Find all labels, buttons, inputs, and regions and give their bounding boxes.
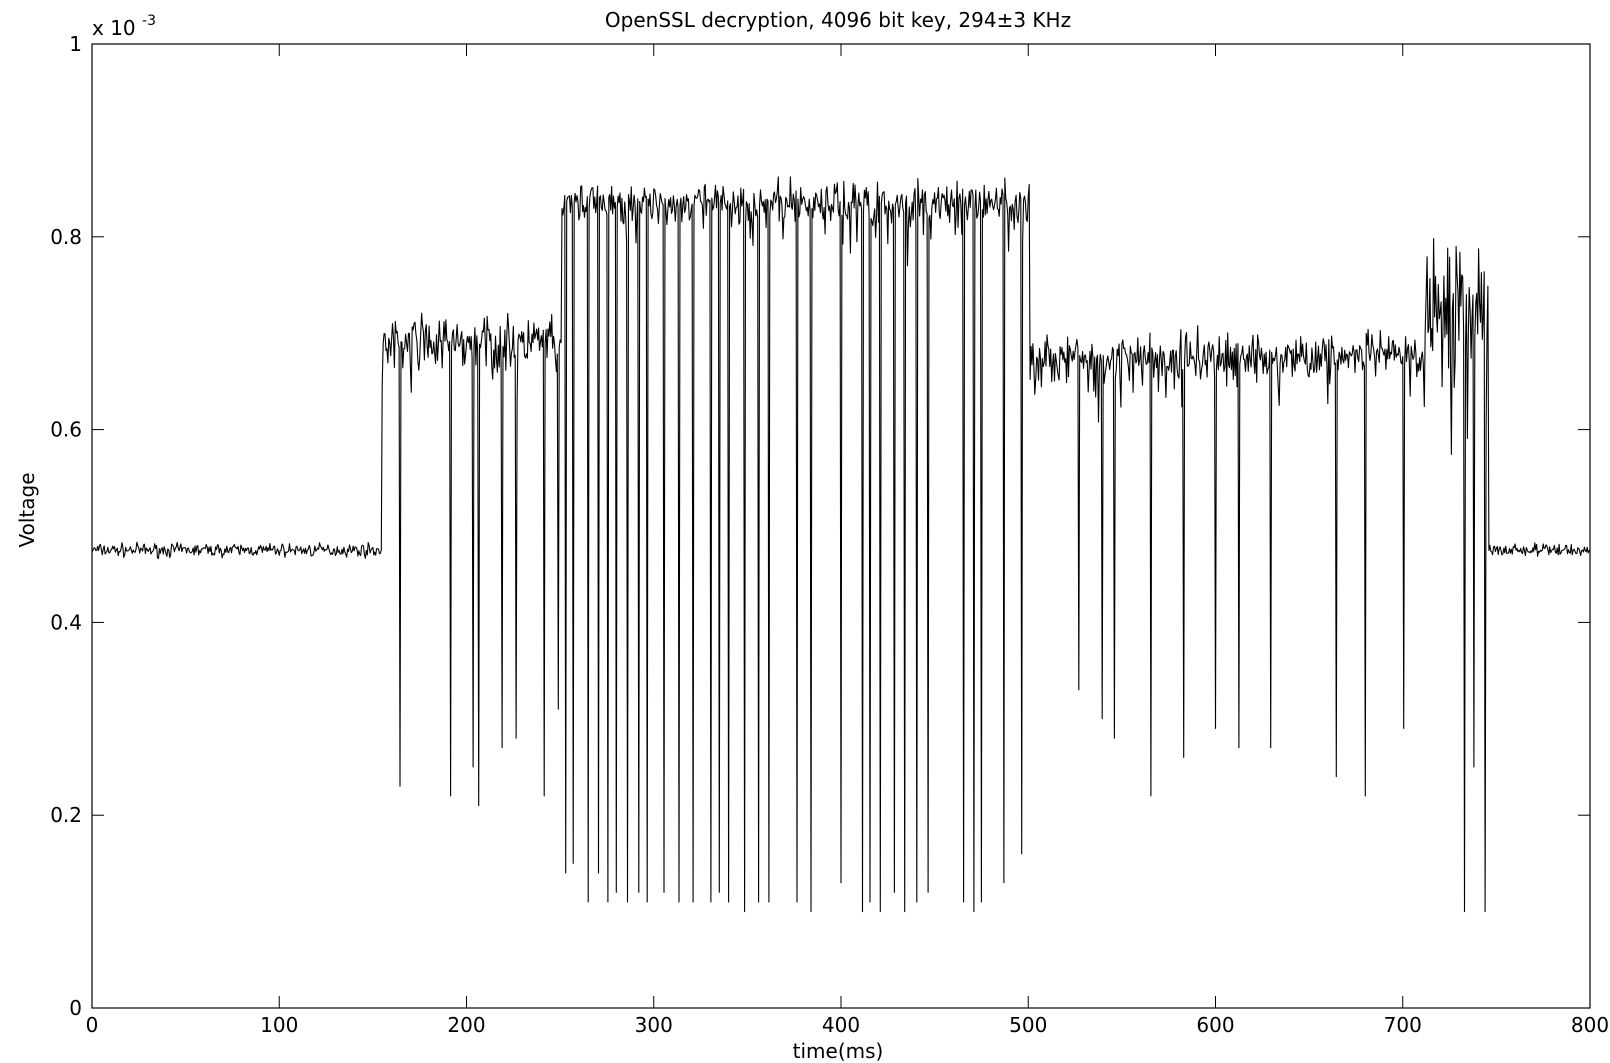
y-tick-label: 0.4 [50,610,82,634]
x-tick-label: 800 [1571,1013,1609,1037]
y-multiplier: x 10 -3 [92,13,156,40]
plot-frame [91,43,1591,1009]
x-tick-label: 100 [260,1013,298,1037]
y-multiplier-exponent: -3 [142,13,156,29]
series-line [91,176,1591,913]
x-tick-label: 500 [1009,1013,1047,1037]
chart-title: OpenSSL decryption, 4096 bit key, 294±3 … [605,8,1071,32]
x-tick-label: 400 [822,1013,860,1037]
series-layer [91,176,1591,913]
x-tick-label: 0 [86,1013,99,1037]
y-tick-label: 0.2 [50,803,82,827]
x-tick-label: 600 [1196,1013,1234,1037]
y-tick-labels: 0 0.2 0.4 0.6 0.8 1 [50,32,82,1020]
x-tick-label: 200 [447,1013,485,1037]
y-tick-label: 0.8 [50,225,82,249]
y-tick-label: 0.6 [50,418,82,442]
y-axis-label: Voltage [15,472,39,547]
x-tick-labels: 0 100 200 300 400 500 600 700 800 [86,1013,1609,1037]
y-tick-label: 0 [69,996,82,1020]
x-axis-label: time(ms) [793,1039,884,1063]
x-tick-label: 700 [1384,1013,1422,1037]
y-multiplier-base: x 10 [92,16,136,40]
x-tick-label: 300 [635,1013,673,1037]
y-tick-label: 1 [69,32,82,56]
